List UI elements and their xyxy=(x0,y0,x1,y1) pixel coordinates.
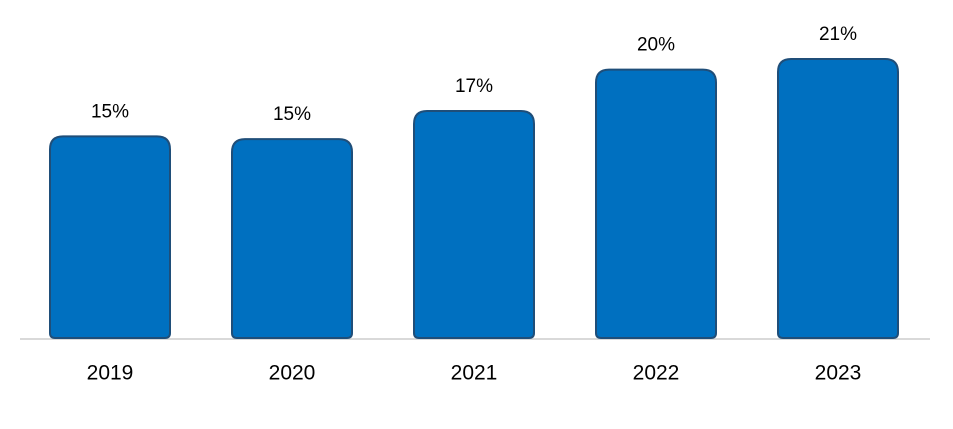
bar xyxy=(595,68,717,339)
bar xyxy=(777,57,899,339)
value-label: 15% xyxy=(273,104,311,125)
bar xyxy=(231,138,353,339)
value-label: 20% xyxy=(637,35,675,56)
bar xyxy=(413,110,535,339)
x-tick-label: 2021 xyxy=(451,362,498,385)
bar xyxy=(49,135,171,339)
value-label: 17% xyxy=(455,76,493,97)
x-tick-label: 2019 xyxy=(87,362,134,385)
x-tick-label: 2020 xyxy=(269,362,316,385)
value-label: 21% xyxy=(819,24,857,45)
value-label: 15% xyxy=(91,101,129,122)
x-tick-label: 2022 xyxy=(633,362,680,385)
x-tick-label: 2023 xyxy=(815,362,862,385)
